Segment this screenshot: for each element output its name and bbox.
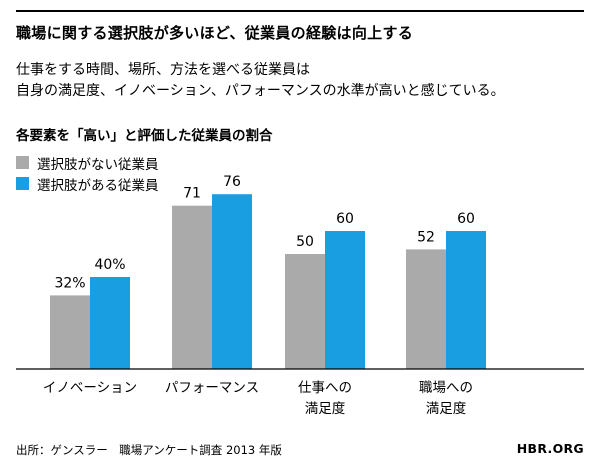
chart-subtitle: 各要素を「高い」と評価した従業員の割合 (16, 128, 273, 144)
chart-title: 職場に関する選択肢が多いほど、従業員の経験は向上する (16, 24, 414, 42)
bar-with-choice-0 (90, 277, 130, 369)
bar-no-choice-1 (172, 205, 212, 369)
data-label-with-choice-0: 40% (94, 257, 125, 273)
legend-swatch-no-choice (16, 156, 29, 169)
category-label-3-line-0: 職場への (419, 380, 473, 396)
legend-label-no-choice: 選択肢がない従業員 (37, 156, 159, 173)
bar-with-choice-2 (325, 231, 365, 369)
data-label-with-choice-2: 60 (336, 211, 354, 227)
description-line-2: 自身の満足度、イノベーション、パフォーマンスの水準が高いと感じている。 (16, 83, 505, 99)
data-label-with-choice-3: 60 (457, 211, 475, 227)
description-line-1: 仕事をする時間、場所、方法を選べる従業員は (16, 62, 310, 78)
legend-item-with-choice: 選択肢がある従業員 (16, 173, 159, 194)
category-label-3-line-1: 満足度 (426, 401, 467, 417)
bar-no-choice-0 (50, 295, 90, 369)
category-label-0-line-0: イノベーション (43, 380, 137, 396)
data-label-no-choice-0: 32% (54, 275, 85, 291)
data-label-no-choice-2: 50 (296, 234, 314, 250)
legend-swatch-with-choice (16, 177, 29, 190)
legend-label-with-choice: 選択肢がある従業員 (37, 177, 159, 194)
legend-item-no-choice: 選択肢がない従業員 (16, 152, 159, 173)
category-label-2-line-0: 仕事への (298, 380, 352, 396)
category-label-1-line-0: パフォーマンス (165, 380, 259, 396)
bar-with-choice-3 (446, 231, 486, 369)
legend: 選択肢がない従業員 選択肢がある従業員 (16, 152, 159, 194)
brand-logo-text: HBR.ORG (516, 441, 584, 456)
source-note: 出所：ゲンスラー 職場アンケート調査 2013 年版 (16, 443, 282, 457)
data-label-with-choice-1: 76 (223, 174, 241, 190)
category-label-2-line-1: 満足度 (305, 401, 346, 417)
bar-with-choice-1 (212, 194, 252, 369)
bar-no-choice-3 (406, 249, 446, 369)
top-rule (16, 10, 584, 12)
bar-no-choice-2 (285, 254, 325, 369)
data-label-no-choice-1: 71 (183, 186, 201, 202)
data-label-no-choice-3: 52 (417, 229, 435, 245)
chart-description: 仕事をする時間、場所、方法を選べる従業員は 自身の満足度、イノベーション、パフォ… (16, 60, 505, 102)
